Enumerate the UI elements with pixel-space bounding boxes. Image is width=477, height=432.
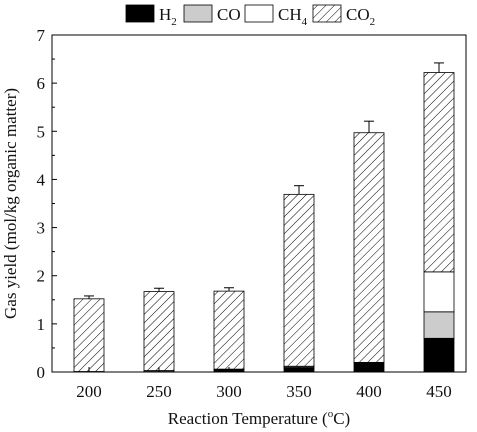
y-tick-label: 4: [37, 170, 46, 189]
x-axis: 200 250 300 350 400 450: [76, 367, 452, 401]
x-axis-title-text: Reaction Temperature (: [168, 409, 328, 428]
x-axis-title-tail: C): [333, 409, 350, 428]
plot-frame: [51, 34, 467, 373]
bars: [73, 62, 455, 373]
bar-segment: [73, 298, 105, 372]
legend-label: CH4: [278, 5, 308, 28]
y-tick-label: 5: [37, 122, 46, 141]
y-tick-label: 1: [37, 315, 46, 334]
x-tick-label: 450: [426, 382, 452, 401]
legend-swatch: [125, 4, 155, 23]
y-tick-label: 3: [37, 219, 46, 238]
y-axis-title: Gas yield (mol/kg organic matter): [1, 88, 20, 319]
bar-segment: [353, 132, 385, 363]
y-tick-label: 0: [37, 363, 46, 382]
bar-segment: [423, 271, 455, 313]
legend-label: H2: [159, 5, 177, 28]
bar-segment: [213, 290, 245, 370]
x-tick-label: 350: [286, 382, 312, 401]
legend-swatch: [312, 4, 342, 23]
y-tick-label: 2: [37, 267, 46, 286]
x-tick-label: 300: [216, 382, 242, 401]
bar-segment: [143, 291, 175, 371]
legend-swatch: [183, 4, 213, 23]
x-tick-label: 200: [76, 382, 102, 401]
bar-segment: [423, 337, 455, 373]
x-tick-label: 400: [356, 382, 382, 401]
legend-label: CO: [217, 5, 241, 24]
bar-segment: [283, 193, 315, 367]
x-tick-label: 250: [146, 382, 172, 401]
legend-swatch: [244, 4, 274, 23]
legend: H2 CO CH4 CO2: [125, 4, 375, 28]
y-axis: 0 1 2 3 4 5 6 7: [37, 26, 57, 382]
y-tick-label: 6: [37, 74, 46, 93]
bar-segment: [423, 311, 455, 339]
x-axis-title-sup: o: [328, 408, 334, 420]
legend-label: CO2: [346, 5, 375, 28]
y-tick-label: 7: [37, 26, 46, 45]
x-axis-title: Reaction Temperature (oC): [168, 408, 350, 428]
bar-segment: [423, 72, 455, 273]
